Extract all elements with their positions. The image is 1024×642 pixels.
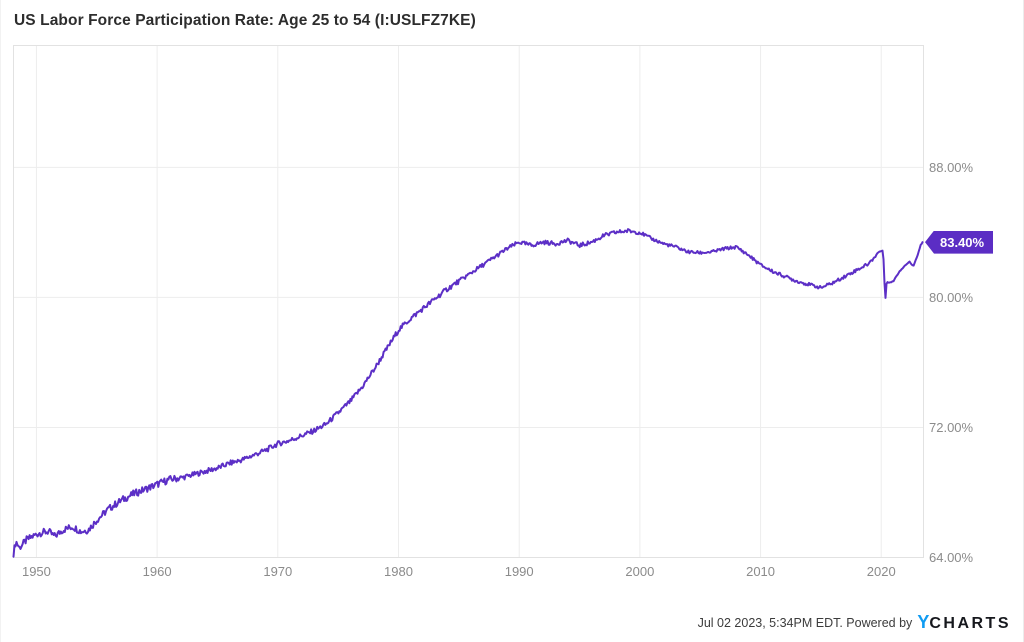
series-line (12, 228, 924, 558)
y-tick-label: 72.00% (929, 420, 974, 435)
footer: Jul 02 2023, 5:34PM EDT. Powered by Y CH… (698, 612, 1011, 633)
y-tick-label: 80.00% (929, 290, 974, 305)
y-tick-label: 64.00% (929, 550, 974, 565)
x-tick-label: 1980 (384, 564, 413, 579)
x-tick-label: 1950 (22, 564, 51, 579)
ycharts-logo-charts: CHARTS (929, 615, 1011, 632)
ycharts-logo[interactable]: Y CHARTS (917, 612, 1011, 633)
x-tick-label: 2020 (867, 564, 896, 579)
x-tick-label: 1970 (263, 564, 292, 579)
x-tick-label: 1960 (143, 564, 172, 579)
footer-timestamp: Jul 02 2023, 5:34PM EDT. Powered by (697, 615, 913, 630)
last-value-badge: 83.40% (925, 230, 994, 254)
chart-title: US Labor Force Participation Rate: Age 2… (14, 12, 476, 29)
y-tick-label: 88.00% (929, 160, 974, 175)
plot-hover-region[interactable] (14, 46, 924, 558)
x-tick-label: 1990 (505, 564, 534, 579)
ycharts-logo-y-icon: Y (917, 612, 930, 632)
x-tick-label: 2000 (625, 564, 654, 579)
plot-border (13, 45, 924, 558)
x-tick-label: 2010 (746, 564, 775, 579)
